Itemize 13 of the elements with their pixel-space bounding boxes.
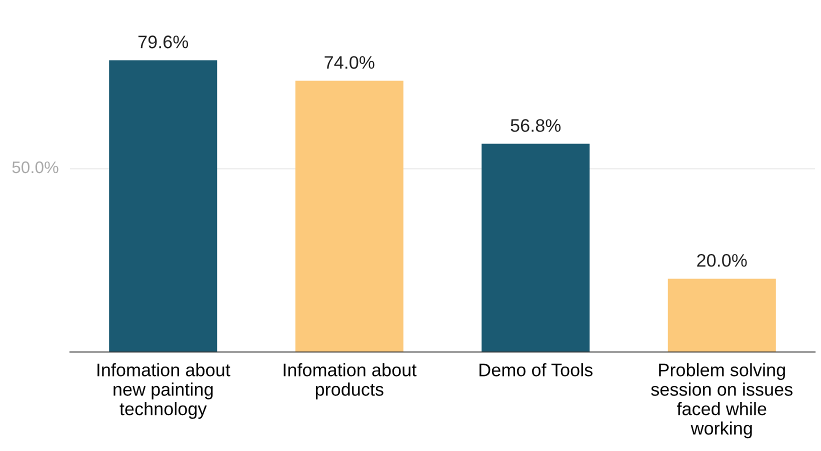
bar [668, 278, 776, 352]
data-label: 56.8% [510, 119, 561, 132]
data-label: 79.6% [138, 36, 188, 48]
x-tick-label: Infomation about new painting technology [98, 363, 230, 419]
x-tick-label: Demo of Tools [480, 363, 593, 376]
x-tick-label: Problem solving session on issues faced while working [651, 363, 792, 438]
data-label: 20.0% [697, 254, 747, 267]
ref-line-label: 50.0% [12, 161, 58, 174]
bar [109, 60, 218, 352]
data-label: 74.0% [324, 56, 374, 69]
bar [482, 144, 590, 352]
x-tick-label: Infomation about products [284, 363, 416, 400]
bar [295, 80, 404, 352]
